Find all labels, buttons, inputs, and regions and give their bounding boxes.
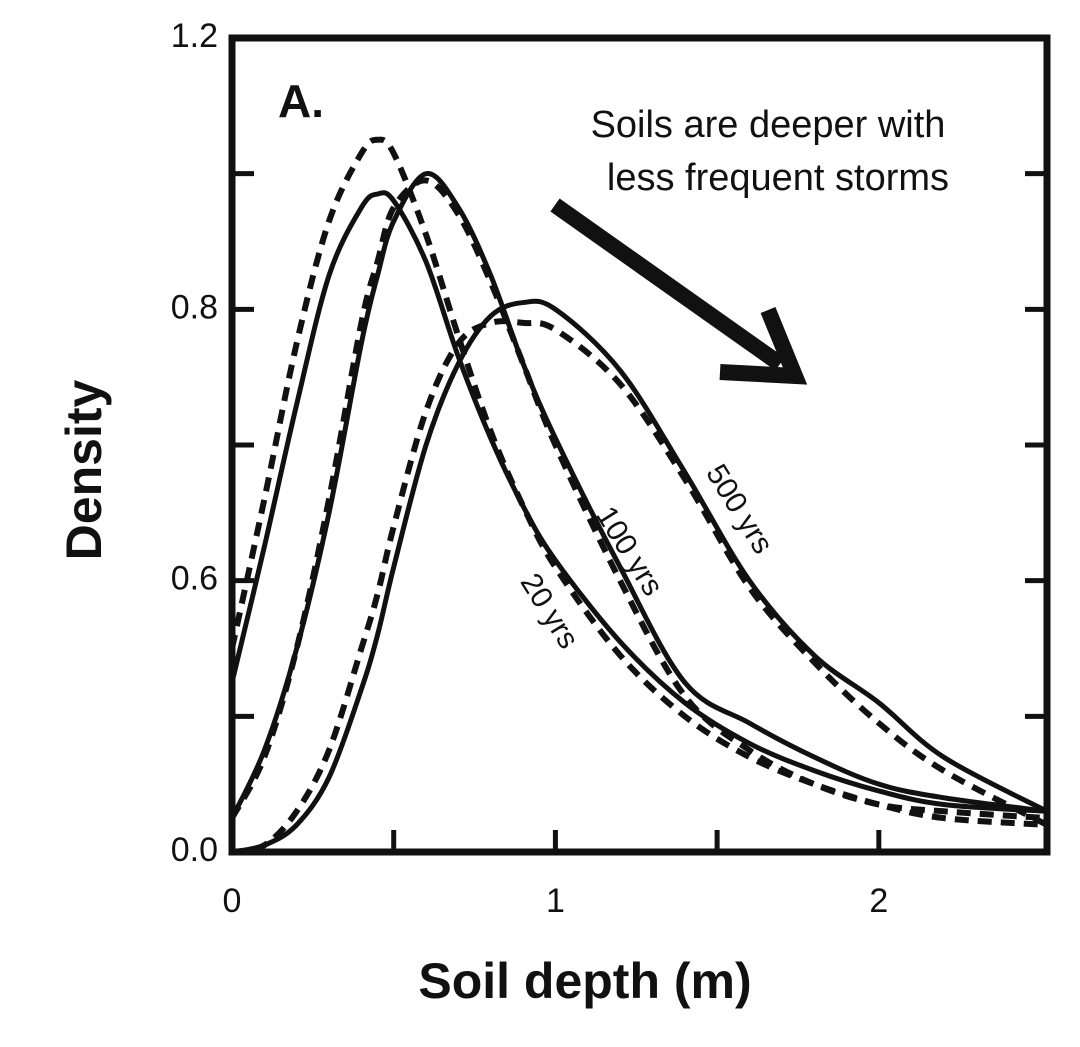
x-axis-title: Soil depth (m) [418, 953, 751, 1009]
curve [232, 298, 1047, 852]
x-tick-label: 1 [546, 882, 565, 920]
annotation: less frequent storms [607, 157, 949, 199]
curve [232, 190, 1047, 814]
x-tick-label: 0 [223, 882, 242, 920]
curve [232, 318, 1047, 852]
y-tick-label: 0.8 [171, 288, 218, 326]
curve-label: 20 yrs [514, 568, 585, 655]
annotation: Soils are deeper with [591, 104, 946, 146]
arrow [550, 198, 808, 385]
y-tick-label: 0.0 [171, 831, 218, 869]
y-tick-label: 1.2 [171, 17, 218, 55]
x-tick-label: 2 [869, 882, 888, 920]
curve [232, 136, 1047, 828]
panel-label: A. [278, 75, 324, 127]
y-tick-label: 0.6 [171, 560, 218, 598]
curve-label: 500 yrs [699, 459, 779, 560]
curve [232, 177, 1047, 822]
y-axis-title: Density [56, 380, 112, 561]
